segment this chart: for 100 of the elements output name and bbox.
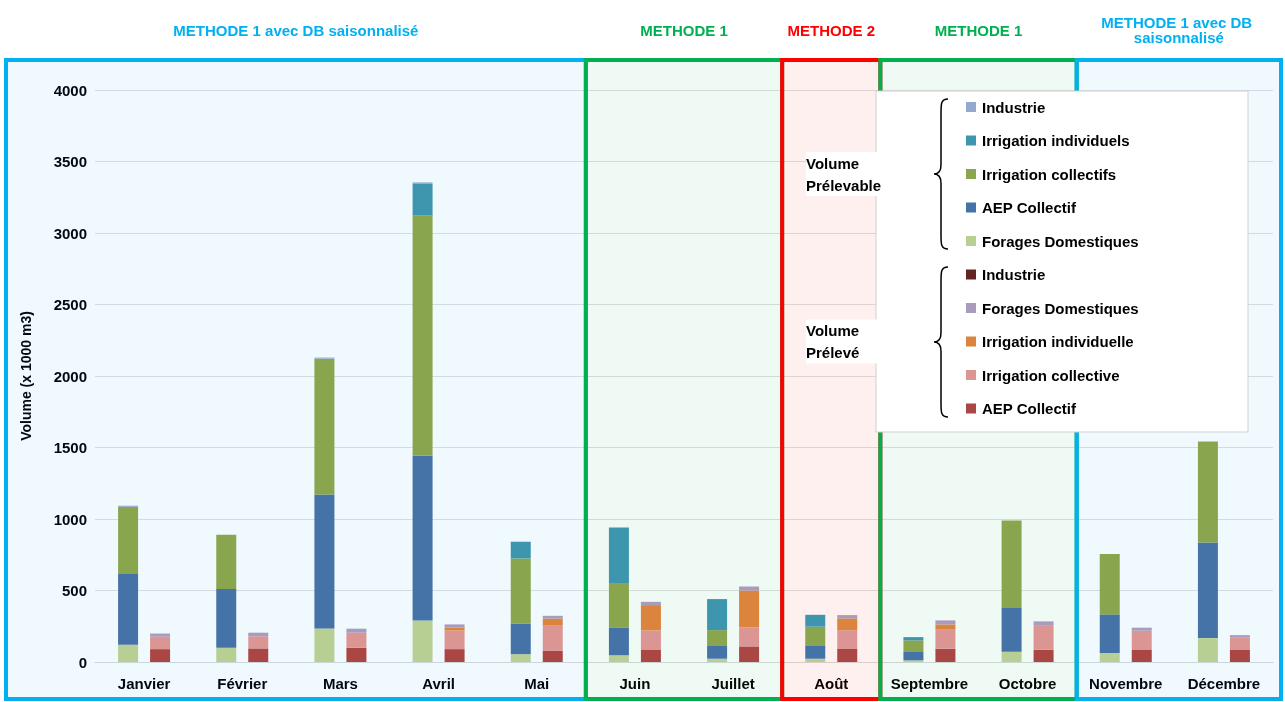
bar (935, 648, 956, 662)
bar (510, 541, 531, 559)
bar (805, 658, 826, 662)
bar (1229, 637, 1250, 650)
x-tick-label: Novembre (1089, 675, 1163, 692)
x-tick-label: Décembre (1187, 675, 1261, 692)
bar (118, 506, 139, 575)
bar (837, 618, 858, 631)
bar (935, 620, 956, 625)
bar (216, 647, 237, 662)
bar (510, 623, 531, 655)
band-label: METHODE 1 avec DB saisonnalisé (173, 21, 419, 39)
x-tick-label: Août (814, 675, 849, 692)
bar (903, 640, 924, 652)
bar (510, 654, 531, 662)
bar (118, 574, 139, 645)
bar (412, 215, 433, 456)
bar (1131, 627, 1152, 631)
x-tick-label: Juin (619, 675, 651, 692)
bar (1099, 652, 1120, 662)
bar (608, 627, 629, 656)
bar (118, 644, 139, 662)
bar (150, 649, 171, 662)
bar (608, 583, 629, 628)
bar (640, 649, 661, 662)
bar (1197, 638, 1218, 662)
legend-title: Volume Prélevable (806, 154, 882, 194)
bar (412, 183, 433, 216)
bar (314, 494, 335, 629)
band-label: METHODE 1 avec DB saisonnalisé (1101, 14, 1257, 46)
bar (1033, 625, 1054, 650)
bar (903, 637, 924, 641)
bar (150, 633, 171, 637)
bar (707, 630, 728, 646)
bar (542, 615, 563, 619)
bar (510, 558, 531, 624)
band-label: METHODE 1 (640, 21, 728, 39)
bar (444, 649, 465, 662)
bar (837, 648, 858, 662)
x-tick-label: Janvier (117, 675, 171, 692)
bar (1099, 553, 1120, 615)
band-label: METHODE 2 (787, 21, 876, 39)
bar (542, 625, 563, 651)
bar (903, 651, 924, 661)
y-tick-label: 3000 (53, 224, 87, 242)
legend-label: Forages Domestiques (982, 232, 1139, 250)
bar (935, 629, 956, 649)
band-label: METHODE 1 (934, 21, 1023, 39)
bar (314, 358, 335, 495)
bar (608, 527, 629, 584)
bar (640, 630, 661, 650)
bar (1131, 649, 1152, 662)
bar (346, 628, 367, 633)
bar (1229, 635, 1250, 638)
legend-label: Irrigation individuelle (982, 333, 1134, 350)
y-tick-label: 1500 (53, 439, 87, 456)
bar (707, 599, 728, 631)
y-tick-label: 2500 (53, 296, 87, 313)
bar (542, 650, 563, 662)
bar (1229, 649, 1250, 662)
bar (1197, 542, 1218, 639)
bar (1001, 520, 1022, 609)
bar (739, 627, 760, 647)
bar (412, 620, 433, 662)
bar (640, 605, 661, 631)
bar (216, 534, 237, 590)
bar (1197, 441, 1218, 543)
legend-label: AEP Collectif (982, 199, 1077, 216)
x-tick-label: Octobre (998, 675, 1057, 692)
bar (805, 645, 826, 659)
legend-label: Irrigation individuels (982, 132, 1130, 149)
bar (346, 632, 367, 648)
bar (739, 646, 760, 662)
bar (346, 647, 367, 662)
y-tick-label: 1000 (53, 510, 87, 528)
bar (1001, 651, 1022, 662)
bar (444, 630, 465, 650)
bar (837, 615, 858, 619)
bar (542, 618, 563, 626)
y-axis-title: Volume (x 1000 m3) (18, 311, 34, 441)
x-tick-label: Mars (322, 675, 358, 692)
bar (150, 636, 171, 650)
bar (935, 624, 956, 630)
bar (1033, 621, 1054, 626)
bar (412, 455, 433, 621)
legend-label: AEP Collectif (982, 400, 1077, 417)
bar (1033, 649, 1054, 662)
bar (707, 658, 728, 662)
y-tick-label: 2000 (53, 367, 87, 385)
bar (216, 589, 237, 648)
bar (608, 655, 629, 662)
bar (314, 628, 335, 662)
bar (248, 636, 269, 649)
y-tick-label: 3500 (53, 153, 87, 170)
y-tick-label: 500 (61, 582, 87, 599)
bar (805, 614, 826, 627)
y-tick-label: 0 (78, 653, 87, 671)
bar (739, 590, 760, 628)
legend-label: Forages Domestiques (982, 299, 1139, 317)
x-tick-label: Février (217, 675, 268, 692)
